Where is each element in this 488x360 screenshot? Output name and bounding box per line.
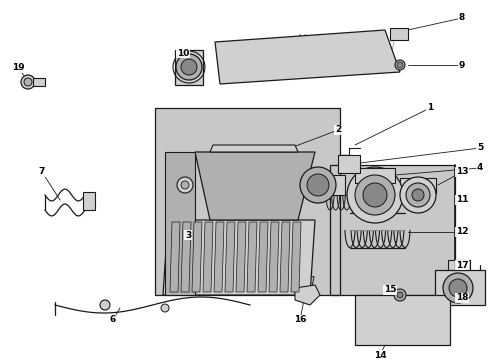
Bar [83,192,95,210]
Polygon shape [170,222,180,292]
Text: 4: 4 [476,163,482,172]
Polygon shape [155,108,339,295]
Text: 13: 13 [455,167,468,176]
Bar [314,175,345,195]
Polygon shape [214,222,224,292]
Circle shape [394,60,404,70]
Circle shape [393,289,405,301]
Text: 18: 18 [455,293,468,302]
Text: 2: 2 [334,126,341,135]
Polygon shape [203,222,213,292]
Text: 8: 8 [458,13,464,22]
Polygon shape [280,222,289,292]
Circle shape [161,304,169,312]
Text: 3: 3 [184,230,191,239]
Circle shape [306,174,328,196]
Circle shape [411,189,423,201]
Circle shape [405,183,429,207]
Polygon shape [290,222,301,292]
Text: 10: 10 [177,49,189,58]
Bar [354,295,449,345]
Polygon shape [258,222,267,292]
Polygon shape [294,285,319,305]
Bar [354,168,394,183]
Bar [175,50,203,85]
Text: 9: 9 [458,60,464,69]
Text: 5: 5 [476,144,482,153]
Polygon shape [195,152,314,220]
Circle shape [396,62,402,68]
Circle shape [448,279,466,297]
Polygon shape [268,222,279,292]
Circle shape [181,181,189,189]
Bar [434,270,484,305]
Polygon shape [181,222,191,292]
Circle shape [354,175,394,215]
Circle shape [346,167,402,223]
Circle shape [399,177,435,213]
Polygon shape [447,260,469,295]
Circle shape [177,177,193,193]
Text: 19: 19 [12,63,24,72]
Polygon shape [224,222,235,292]
Polygon shape [236,222,245,292]
Text: 7: 7 [39,167,45,176]
Polygon shape [209,145,297,152]
Bar [33,78,45,86]
Circle shape [181,59,197,75]
Circle shape [100,300,110,310]
Circle shape [21,75,35,89]
Circle shape [396,292,402,298]
Polygon shape [163,220,314,295]
Text: 14: 14 [373,351,386,360]
Text: 12: 12 [455,228,468,237]
Bar [399,178,435,193]
Text: 16: 16 [293,315,305,324]
Circle shape [362,183,386,207]
Text: 17: 17 [455,261,468,270]
Text: 6: 6 [110,315,116,324]
Polygon shape [164,152,195,295]
Polygon shape [246,222,257,292]
Bar [356,183,392,208]
Bar [389,28,407,40]
Text: 11: 11 [455,195,468,204]
Circle shape [299,167,335,203]
Circle shape [176,54,202,80]
Circle shape [442,273,472,303]
Circle shape [24,78,32,86]
Text: 1: 1 [426,104,432,112]
Polygon shape [192,222,202,292]
Text: 15: 15 [383,285,395,294]
Bar [337,155,359,173]
Polygon shape [329,165,454,295]
Polygon shape [215,30,399,84]
